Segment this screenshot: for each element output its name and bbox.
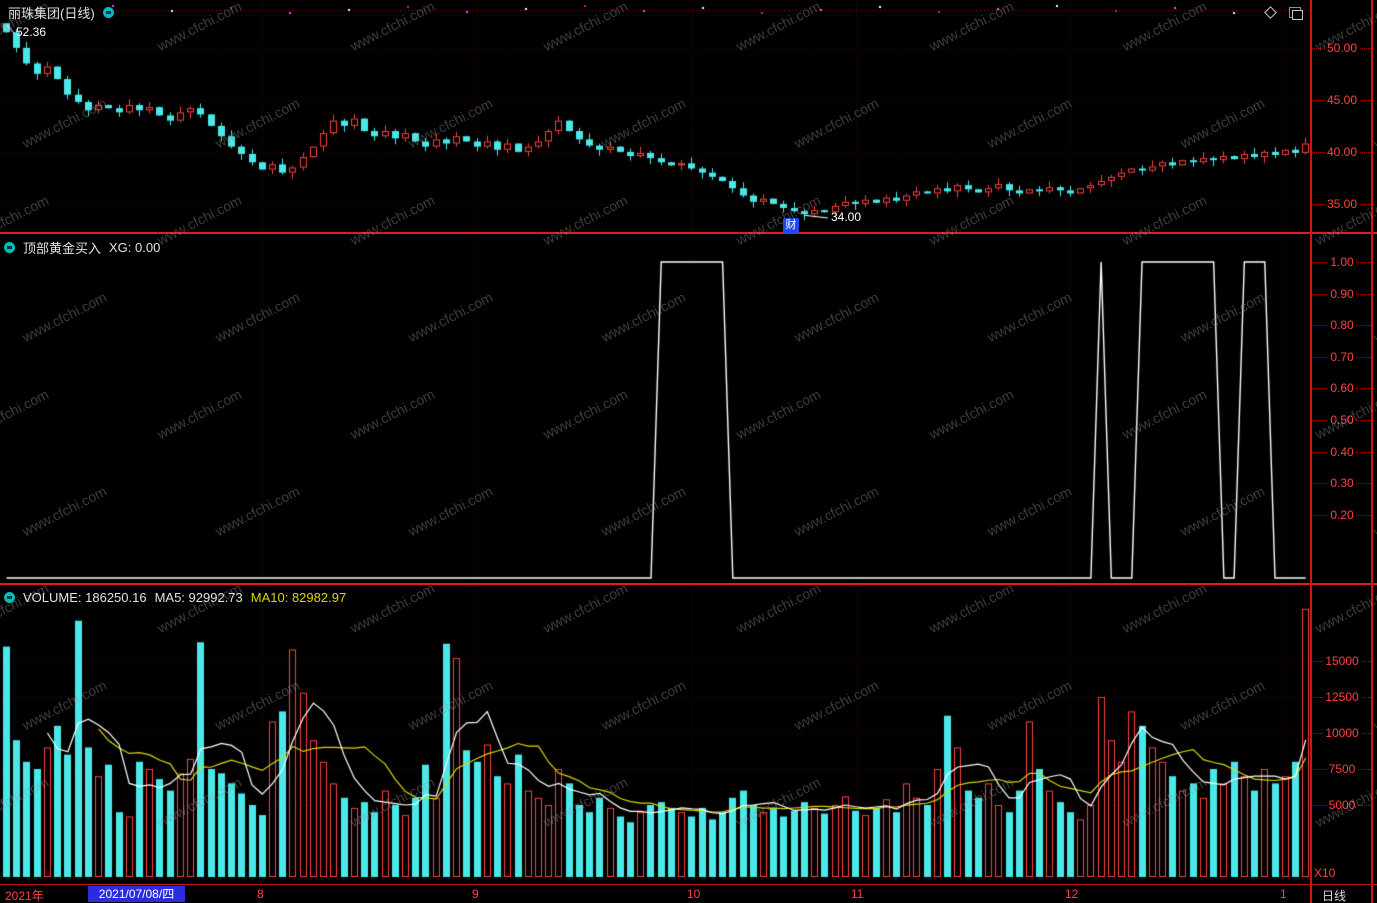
axis-tick-label: 5000 [1326,798,1358,812]
axis-tick: 12500 [1311,689,1373,705]
axis-tick-label: 0.50 [1328,413,1356,427]
selected-panel-border-bottom [0,583,1377,585]
ma5-value: MA5: 92992.73 [154,590,243,605]
volume-chart-canvas[interactable] [0,585,1310,884]
panel-collapse-icon[interactable] [4,592,15,603]
axis-tick-label: 1.00 [1328,255,1356,269]
axis-tick-label: 7500 [1326,762,1358,776]
diamond-icon[interactable] [1264,6,1277,19]
stock-title: 丽珠集团(日线) [8,6,95,21]
volume-value: VOLUME: 186250.16 [23,590,147,605]
axis-tick-label: 0.70 [1328,350,1356,364]
axis-tick-label: 45.00 [1324,93,1360,107]
axis-tick-label: 0.90 [1328,287,1356,301]
axis-tick-label: 50.00 [1324,41,1360,55]
month-label: 12 [1065,887,1079,901]
window-icon[interactable] [1289,7,1303,20]
indicator-value: XG: 0.00 [109,240,161,255]
volume-panel-header: VOLUME: 186250.16 MA5: 92992.73 MA10: 82… [4,590,346,605]
axis-tick-label: 40.00 [1324,145,1360,159]
axis-tick-label: 35.00 [1324,197,1360,211]
axis-tick-label: 0.20 [1328,508,1356,522]
indicator-name: 顶部黄金买入 [23,241,102,256]
axis-tick: 35.00 [1311,196,1373,212]
indicator-chart-canvas[interactable] [0,233,1310,585]
right-edge-line [1371,0,1373,903]
volume-multiplier-label: X10 [1314,866,1336,880]
axis-tick: 1.00 [1311,254,1373,270]
axis-tick: 0.30 [1311,475,1373,491]
candlestick-chart-canvas[interactable] [0,0,1310,233]
axis-tick-label: 12500 [1323,690,1361,704]
axis-tick-label: 0.60 [1328,381,1356,395]
period-label: 日线 [1322,889,1347,903]
axis-tick: 10000 [1311,725,1373,741]
axis-tick-label: 0.80 [1328,318,1356,332]
ma10-value: MA10: 82982.97 [250,590,347,605]
month-label: 10 [687,887,701,901]
axis-tick: 0.50 [1311,412,1373,428]
candlestick-panel-header: 丽珠集团(日线) [8,3,114,22]
axis-tick-label: 15000 [1323,654,1361,668]
month-label: 1 [1280,887,1287,901]
month-label: 8 [257,887,264,901]
month-label: 11 [851,887,864,901]
axis-tick-label: 0.30 [1328,476,1356,490]
axis-tick: 0.60 [1311,380,1373,396]
titlebar-icons [1264,6,1303,20]
axis-tick: 0.90 [1311,286,1373,302]
panel-collapse-icon[interactable] [102,7,114,18]
axis-divider-line [1310,0,1312,903]
low-price-label: 34.00 [831,210,862,224]
axis-tick-label: 10000 [1323,726,1361,740]
year-label: 2021年 [5,889,44,903]
axis-tick: 0.40 [1311,444,1373,460]
axis-tick: 0.80 [1311,317,1373,333]
high-price-label: 52.36 [16,25,47,39]
axis-tick: 50.00 [1311,40,1373,56]
axis-tick-label: 0.40 [1328,445,1356,459]
axis-tick: 5000 [1311,797,1373,813]
indicator-panel-header: 顶部黄金买入 XG: 0.00 [4,238,160,257]
axis-tick: 7500 [1311,761,1373,777]
price-axis: X10 50.00 45.00 40.00 35.00 1.00 0.90 0.80 0.70… [1311,0,1373,884]
news-badge[interactable]: 财 [783,218,799,233]
month-label: 9 [472,887,479,901]
cursor-date-label: 2021/07/08/四 [88,886,185,902]
axis-tick: 15000 [1311,653,1373,669]
panel-collapse-icon[interactable] [4,242,15,253]
selected-panel-border-top [0,232,1377,234]
axis-tick: 0.70 [1311,349,1373,365]
time-axis-divider [0,884,1377,885]
axis-tick: 0.20 [1311,507,1373,523]
axis-tick: 40.00 [1311,144,1373,160]
time-axis: 2021年 2021/07/08/四 日线 8 9 10 11 12 1 [0,885,1377,903]
axis-tick: 45.00 [1311,92,1373,108]
